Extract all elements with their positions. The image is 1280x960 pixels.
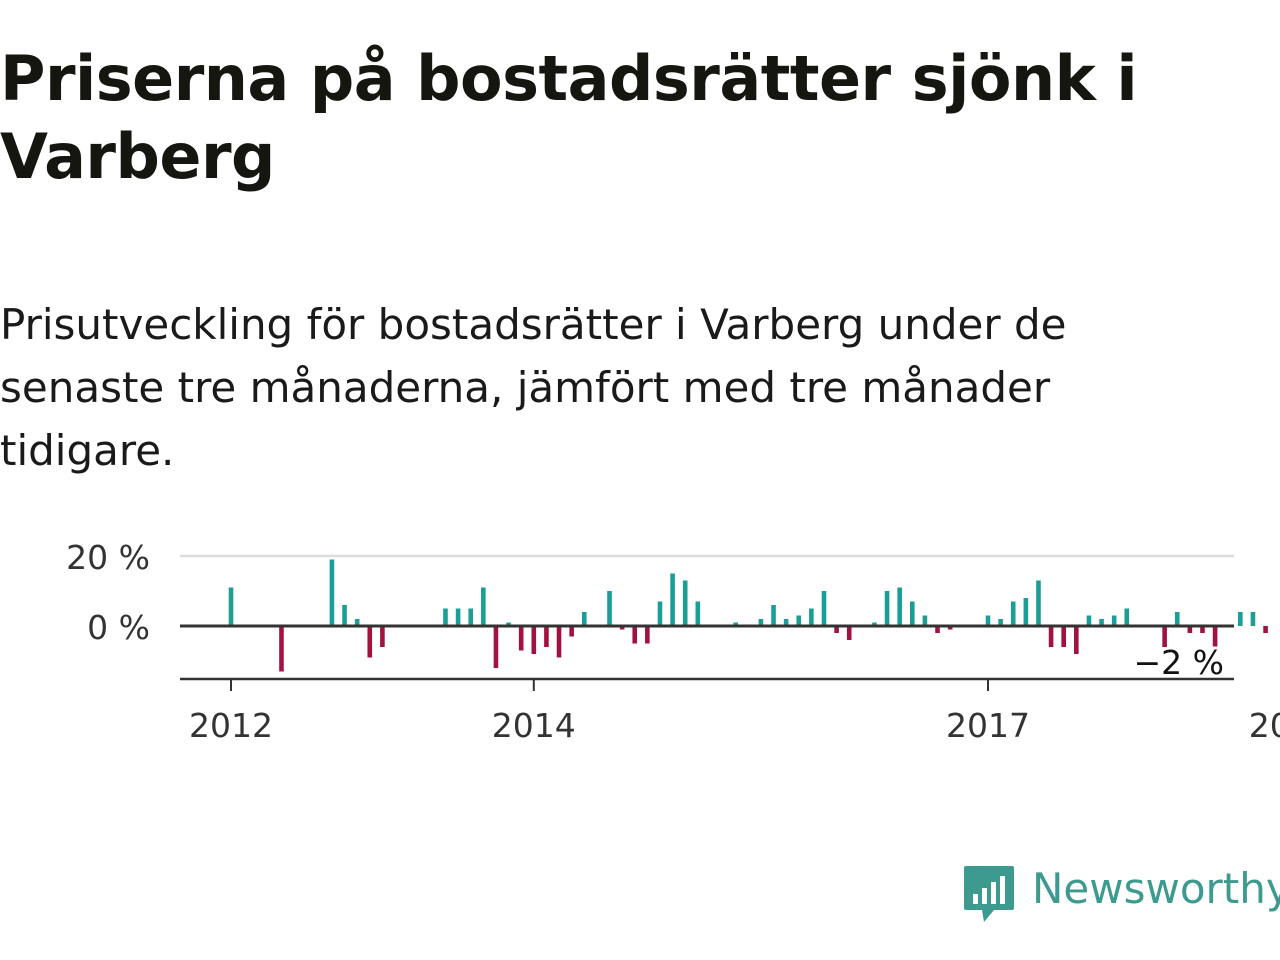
bar bbox=[1074, 626, 1079, 654]
bar bbox=[733, 622, 738, 626]
bar bbox=[1124, 608, 1130, 626]
bar bbox=[481, 587, 486, 626]
bar bbox=[1238, 612, 1243, 626]
y-tick-label: 20 % bbox=[66, 538, 150, 577]
bar bbox=[645, 626, 650, 644]
bar bbox=[1174, 612, 1180, 626]
bar bbox=[1162, 626, 1167, 647]
bar bbox=[922, 615, 928, 626]
bar bbox=[846, 626, 852, 640]
chart-title: Priserna på bostadsrätter sjönk i Varber… bbox=[0, 42, 1138, 193]
bar bbox=[1250, 612, 1256, 626]
bar bbox=[935, 626, 940, 633]
bar bbox=[884, 591, 890, 626]
bar bbox=[228, 587, 234, 626]
bar bbox=[910, 601, 915, 626]
bar bbox=[468, 608, 474, 626]
bar bbox=[1099, 619, 1104, 626]
bar bbox=[1036, 580, 1041, 626]
bar bbox=[556, 626, 562, 658]
bar bbox=[872, 622, 877, 626]
bar bbox=[1061, 626, 1066, 647]
x-tick-label: 2017 bbox=[946, 706, 1030, 740]
bar bbox=[279, 626, 284, 672]
newsworthy-logo-text: Newsworthy bbox=[1032, 864, 1280, 913]
bar bbox=[1212, 626, 1218, 654]
bar bbox=[834, 626, 839, 633]
bar bbox=[897, 587, 902, 626]
bar bbox=[695, 601, 701, 626]
bar bbox=[796, 615, 802, 626]
last-value-annotation: −2 % bbox=[1134, 643, 1225, 682]
bar bbox=[380, 626, 385, 647]
bar bbox=[607, 591, 612, 626]
bar bbox=[809, 608, 814, 626]
bar bbox=[367, 626, 373, 658]
bar bbox=[758, 619, 764, 626]
bar bbox=[1086, 615, 1092, 626]
bar bbox=[455, 608, 461, 626]
bar bbox=[619, 626, 625, 630]
x-tick-label: 2019 bbox=[1249, 706, 1280, 740]
bar bbox=[821, 591, 827, 626]
bar bbox=[544, 626, 549, 647]
y-tick-label: 0 % bbox=[87, 608, 150, 647]
bar bbox=[670, 573, 675, 626]
bar bbox=[581, 612, 587, 626]
bar bbox=[771, 605, 776, 626]
bar bbox=[947, 626, 953, 630]
bar bbox=[569, 626, 574, 637]
bar bbox=[518, 626, 524, 651]
bar bbox=[443, 608, 448, 626]
bar bbox=[329, 559, 335, 626]
bar bbox=[657, 601, 663, 626]
bar bbox=[632, 626, 638, 644]
bar bbox=[354, 619, 360, 626]
chart-subtitle: Prisutveckling för bostadsrätter i Varbe… bbox=[0, 300, 1067, 475]
bar bbox=[493, 626, 499, 668]
bar bbox=[1111, 615, 1117, 626]
bar bbox=[1200, 626, 1205, 633]
bar bbox=[682, 580, 688, 626]
newsworthy-logo: Newsworthy bbox=[962, 862, 1280, 932]
bar bbox=[342, 605, 347, 626]
bar bbox=[985, 615, 991, 626]
x-tick-label: 2014 bbox=[492, 706, 576, 740]
newsworthy-logo-icon bbox=[964, 866, 1014, 922]
bar bbox=[1023, 598, 1029, 626]
bar bbox=[1187, 626, 1193, 633]
bar-chart: 0 %20 %201220142017201920222024−2 % bbox=[66, 538, 1280, 740]
bar bbox=[1010, 601, 1016, 626]
bar bbox=[531, 626, 537, 654]
x-tick-label: 2012 bbox=[189, 706, 273, 740]
bar bbox=[1048, 626, 1054, 647]
bar bbox=[506, 622, 511, 626]
bar bbox=[1263, 626, 1268, 633]
bar bbox=[783, 619, 789, 626]
bar bbox=[998, 619, 1003, 626]
